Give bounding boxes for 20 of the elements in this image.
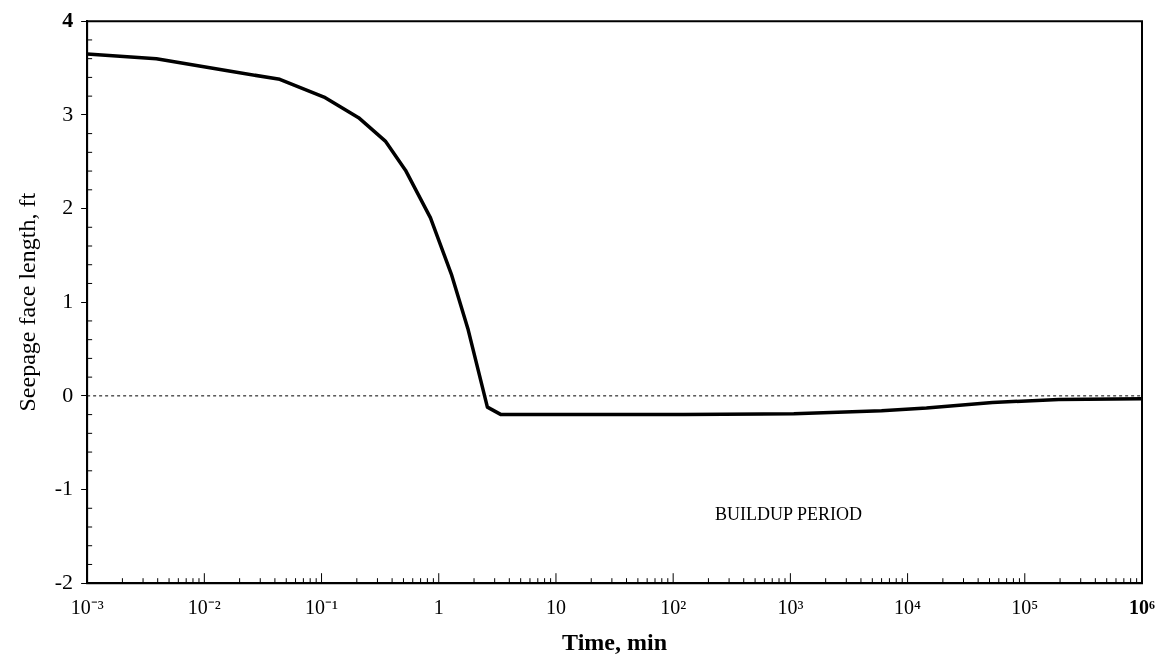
x-tick-label: 10³ — [777, 596, 804, 619]
y-tick-label: 4 — [62, 6, 74, 32]
y-tick-label: 0 — [62, 381, 74, 407]
y-tick-label: -2 — [54, 568, 74, 594]
annotation: BUILDUP PERIOD — [715, 504, 862, 525]
x-axis-title: Time, min — [562, 628, 668, 655]
x-tick-label: 1 — [433, 596, 444, 619]
y-tick-label: 2 — [62, 194, 74, 220]
y-axis-title: Seepage face length, ft — [13, 192, 40, 412]
x-tick-label: 10⁻¹ — [305, 596, 339, 619]
x-tick-label: 10⁻² — [187, 596, 221, 619]
x-tick-label: 10⁶ — [1129, 596, 1155, 619]
y-tick-label: -1 — [54, 475, 74, 501]
x-tick-label: 10⁵ — [1011, 596, 1039, 619]
y-tick-label: 3 — [62, 100, 74, 126]
x-tick-label: 10 — [545, 596, 566, 619]
x-tick-label: 10⁴ — [894, 596, 922, 619]
x-tick-label: 10⁻³ — [70, 596, 104, 619]
y-tick-label: 1 — [62, 287, 74, 313]
x-tick-label: 10² — [660, 596, 687, 619]
